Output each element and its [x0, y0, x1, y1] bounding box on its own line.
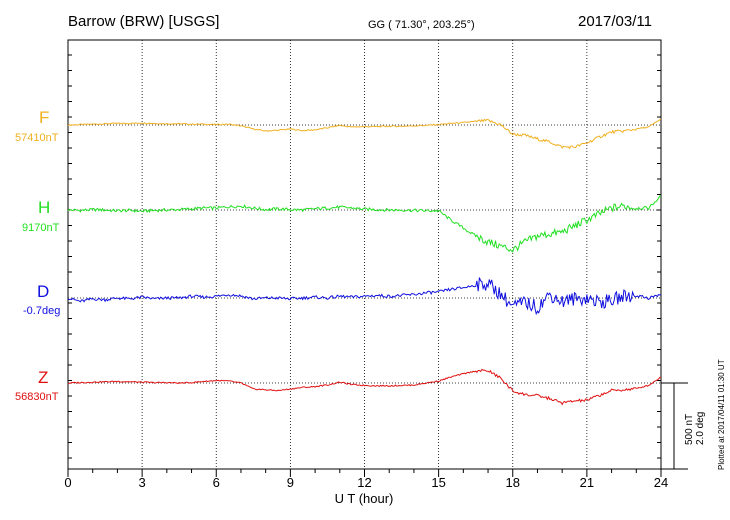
- series-label-z: Z: [38, 368, 48, 387]
- x-tick-label: 15: [431, 475, 445, 490]
- series-line-f: [67, 118, 662, 150]
- x-tick-label: 18: [506, 475, 520, 490]
- minor-ticks: [68, 54, 661, 473]
- x-tick-label: 0: [64, 475, 71, 490]
- scale-bar: 500 nT 2.0 deg: [661, 382, 706, 470]
- x-axis-ticks: 0 3 6 9 12 15 18 21 24: [64, 469, 668, 490]
- station-title: Barrow (BRW) [USGS]: [68, 13, 219, 30]
- series-baseline-d: -0.7deg: [23, 305, 60, 317]
- series-label-d: D: [37, 282, 49, 301]
- series-line-h: [67, 195, 662, 253]
- grid: [141, 40, 588, 469]
- x-tick-label: 9: [287, 475, 294, 490]
- series-baseline-h: 9170nT: [22, 222, 60, 234]
- scale-bar-nt-label: 500 nT: [684, 414, 695, 445]
- series-line-z: [67, 368, 662, 406]
- x-tick-label: 6: [213, 475, 220, 490]
- data-traces: [67, 118, 662, 406]
- x-tick-label: 12: [357, 475, 371, 490]
- x-tick-label: 21: [580, 475, 594, 490]
- series-line-d: [67, 277, 662, 316]
- plot-frame: [67, 39, 662, 470]
- series-baseline-z: 56830nT: [15, 391, 59, 403]
- series-baseline-f: 57410nT: [15, 132, 59, 144]
- x-tick-label: 24: [654, 475, 668, 490]
- coordinates-label: GG ( 71.30°, 203.25°): [368, 19, 475, 31]
- series-label-f: F: [39, 108, 49, 127]
- channel-labels: F 57410nT H 9170nT D -0.7deg Z 56830nT: [15, 108, 60, 403]
- x-axis-label: U T (hour): [335, 491, 394, 506]
- scale-bar-deg-label: 2.0 deg: [695, 412, 706, 445]
- date-label: 2017/03/11: [578, 13, 652, 30]
- series-label-h: H: [38, 198, 50, 217]
- plotted-at-note: Plotted at 2017/04/11 01:30 UT: [717, 359, 726, 470]
- x-tick-label: 3: [139, 475, 146, 490]
